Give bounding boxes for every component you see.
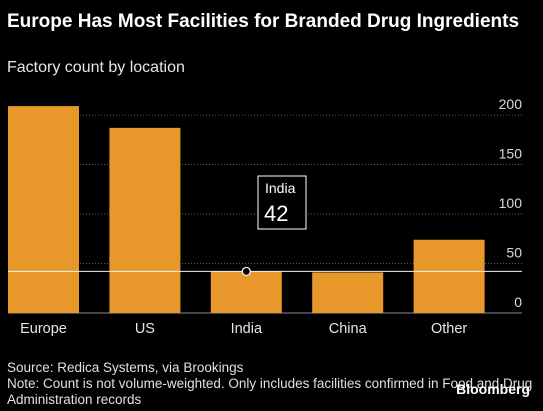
x-tick-label: China xyxy=(329,321,368,337)
bar-us xyxy=(109,127,181,314)
chart-subtitle: Factory count by location xyxy=(7,59,185,76)
callout-box xyxy=(257,175,307,230)
highlight-marker xyxy=(241,266,251,277)
y-tick-label: 100 xyxy=(499,195,523,211)
x-tick-label: India xyxy=(231,321,263,337)
chart-title: Europe Has Most Facilities for Branded D… xyxy=(7,11,520,32)
callout-value: 42 xyxy=(264,201,288,226)
x-tick-label: US xyxy=(135,321,155,337)
y-tick-label: 50 xyxy=(506,245,522,261)
y-tick-label: 0 xyxy=(514,294,522,310)
note-text: Note: Count is not volume-weighted. Only… xyxy=(7,376,533,407)
y-tick-label: 150 xyxy=(499,146,523,162)
y-tick-label: 200 xyxy=(499,96,523,112)
india-annotation: India 42 xyxy=(241,175,307,277)
bar-europe xyxy=(8,106,79,313)
bar-other xyxy=(413,239,485,313)
x-tick-label: Europe xyxy=(20,321,67,337)
bloomberg-logo: Bloomberg xyxy=(456,381,530,397)
x-tick-label: Other xyxy=(431,321,467,337)
axis-labels: 0 50 100 150 200 Europe US India China Other xyxy=(20,96,522,337)
callout-label: India xyxy=(265,180,296,196)
bar-china xyxy=(312,272,384,313)
bar-india xyxy=(210,271,282,313)
bars xyxy=(8,106,485,314)
source-text: Source: Redica Systems, via Brookings xyxy=(7,360,244,375)
footer-notes: Source: Redica Systems, via Brookings No… xyxy=(7,360,543,408)
